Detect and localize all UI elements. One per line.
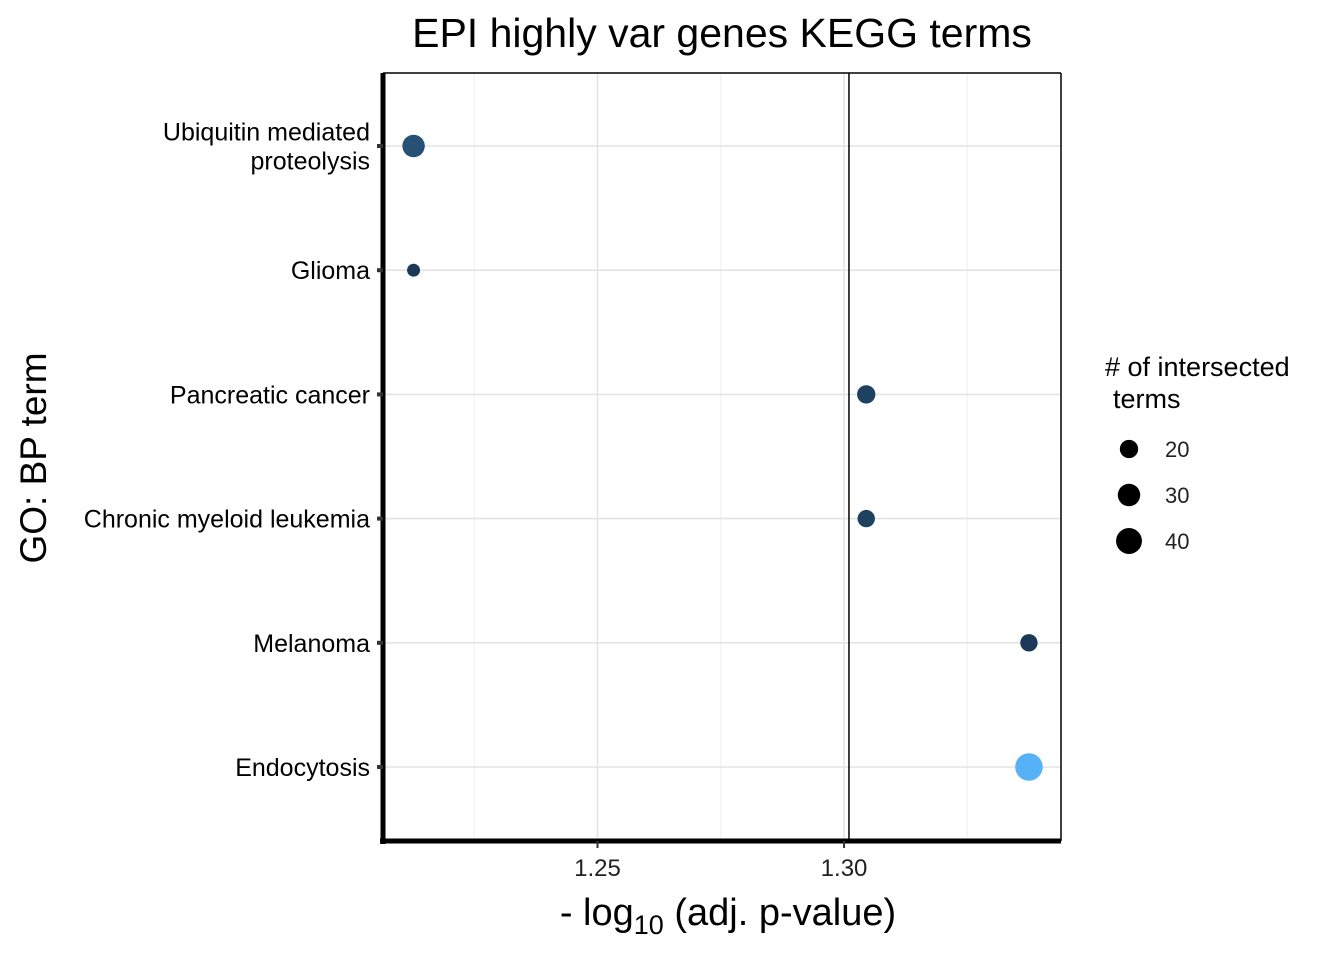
data-point	[1015, 753, 1043, 781]
data-point	[857, 385, 876, 404]
legend-label: 20	[1165, 437, 1189, 462]
legend-items: 20 30 40	[1116, 437, 1189, 554]
y-tick-label: Melanoma	[253, 630, 370, 658]
y-tick-label: Endocytosis	[235, 754, 370, 782]
y-tick-label: Chronic myeloid leukemia	[84, 506, 370, 534]
axes-layer	[377, 72, 1062, 848]
points-layer	[402, 134, 1043, 781]
legend-label: 30	[1165, 483, 1189, 508]
data-point	[402, 134, 425, 158]
x-tick-label: 1.30	[821, 855, 868, 882]
grid-layer	[383, 73, 1061, 841]
legend-label: 40	[1165, 529, 1189, 554]
data-point	[857, 509, 875, 528]
legend-key	[1119, 439, 1139, 459]
x-axis-label: - log10 (adj. p-value)	[560, 892, 896, 940]
data-point	[1020, 634, 1038, 652]
data-point	[407, 263, 421, 277]
legend-key	[1117, 483, 1141, 507]
x-tick-labels: 1.25 1.30	[574, 855, 867, 882]
chart-title: EPI highly var genes KEGG terms	[412, 10, 1032, 56]
legend-title-line1: # of intersected	[1105, 352, 1290, 382]
y-axis-label: GO: BP term	[13, 352, 54, 563]
x-tick-label: 1.25	[574, 855, 621, 882]
y-tick-label: Glioma	[291, 257, 370, 285]
y-tick-label: Ubiquitin mediated proteolysis	[163, 119, 370, 176]
y-tick-label: Pancreatic cancer	[170, 381, 370, 409]
y-tick-labels: Ubiquitin mediated proteolysis Glioma Pancr…	[84, 119, 370, 783]
legend-key	[1116, 528, 1142, 554]
legend-title-line2: terms	[1113, 384, 1181, 414]
size-legend: # of intersected terms 20 30 40	[1105, 352, 1290, 554]
